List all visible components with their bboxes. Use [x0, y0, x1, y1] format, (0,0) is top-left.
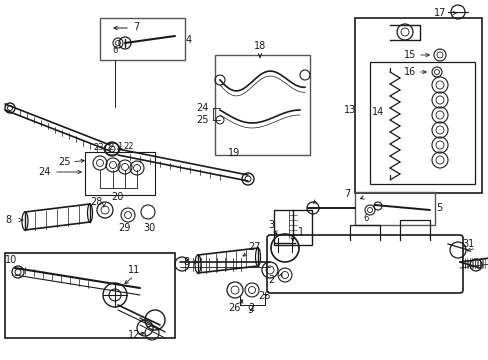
Bar — [100, 18, 184, 60]
Text: 24: 24 — [196, 103, 208, 113]
Text: 2: 2 — [108, 143, 113, 152]
Text: 2: 2 — [267, 275, 274, 285]
Text: 6: 6 — [112, 45, 117, 54]
Text: 7: 7 — [343, 189, 349, 199]
Text: 20: 20 — [111, 192, 123, 202]
Text: 10: 10 — [5, 255, 17, 265]
Text: 31: 31 — [461, 239, 473, 249]
Bar — [85, 152, 155, 195]
Bar — [354, 192, 434, 225]
Text: 26: 26 — [227, 303, 240, 313]
Text: 11: 11 — [128, 265, 140, 275]
Text: 8: 8 — [183, 257, 189, 267]
Bar — [273, 210, 311, 245]
Text: 4: 4 — [185, 35, 192, 45]
Text: 1: 1 — [297, 227, 304, 237]
Text: 5: 5 — [435, 203, 441, 213]
Text: 22: 22 — [123, 141, 134, 150]
Text: 6: 6 — [362, 213, 367, 222]
Text: 12: 12 — [128, 330, 140, 340]
Text: 1: 1 — [117, 141, 122, 150]
Text: 3: 3 — [267, 220, 274, 230]
Text: 8: 8 — [5, 215, 11, 225]
Text: 13: 13 — [343, 105, 356, 115]
Bar — [5, 253, 175, 338]
Text: 28: 28 — [90, 197, 102, 207]
Text: 17: 17 — [433, 8, 446, 18]
Text: 18: 18 — [253, 41, 265, 51]
Text: 9: 9 — [246, 305, 253, 315]
Text: 2: 2 — [247, 303, 254, 313]
Text: 25: 25 — [58, 157, 70, 167]
Text: 16: 16 — [403, 67, 415, 77]
Text: 23: 23 — [94, 143, 104, 152]
Text: 15: 15 — [403, 50, 415, 60]
Text: 29: 29 — [118, 223, 130, 233]
Text: 14: 14 — [371, 107, 384, 117]
Text: 30: 30 — [142, 223, 155, 233]
Text: 19: 19 — [227, 148, 240, 158]
Text: 26: 26 — [258, 291, 270, 301]
Text: 25: 25 — [196, 115, 208, 125]
Text: 7: 7 — [133, 22, 139, 32]
Bar — [369, 62, 474, 184]
Text: 24: 24 — [38, 167, 50, 177]
Text: 27: 27 — [247, 242, 260, 252]
Bar — [215, 55, 309, 155]
Bar — [354, 18, 481, 193]
